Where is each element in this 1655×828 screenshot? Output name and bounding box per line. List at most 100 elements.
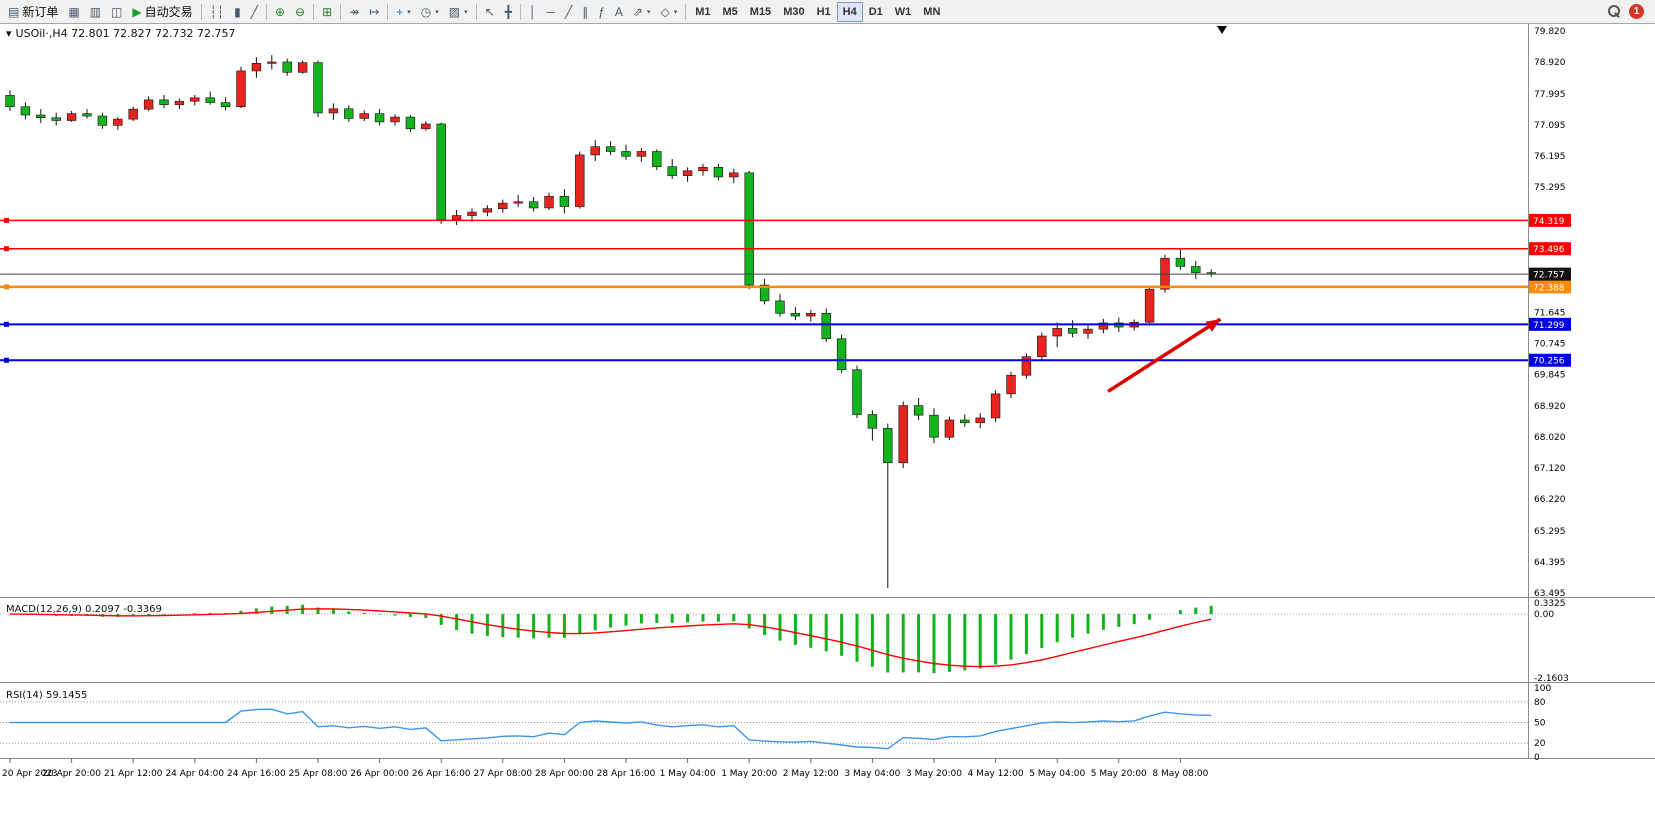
- periods-button[interactable]: ◷ ▾: [416, 2, 444, 22]
- candle: [205, 97, 215, 103]
- timeframe-w1[interactable]: W1: [889, 2, 918, 22]
- tile-windows-button[interactable]: ⊞: [317, 2, 337, 22]
- price-axis-label: 79.820: [1534, 27, 1566, 37]
- candlestick-chart-icon: ▮: [234, 4, 241, 19]
- dropdown-caret-icon: ▾: [673, 8, 678, 16]
- indicators-icon: +: [396, 4, 404, 19]
- macd-panel: [0, 604, 1528, 674]
- candle: [559, 195, 570, 207]
- line-chart-button[interactable]: ╱: [246, 2, 263, 22]
- time-axis-label: 2 May 12:00: [783, 769, 839, 779]
- timeframe-m15[interactable]: M15: [744, 2, 777, 22]
- time-axis-label: 3 May 20:00: [906, 769, 962, 779]
- candle: [652, 151, 662, 167]
- new-order-button[interactable]: ▤ 新订单: [3, 2, 63, 22]
- price-axis-label: 65.295: [1534, 527, 1566, 537]
- candle: [852, 369, 862, 415]
- autotrading-button[interactable]: ▶ 自动交易: [127, 2, 197, 22]
- vertical-line-button[interactable]: │: [524, 2, 542, 22]
- templates-button[interactable]: ▨ ▾: [444, 2, 473, 22]
- timeframe-h4[interactable]: H4: [836, 1, 863, 22]
- fibonacci-icon: ƒ: [598, 4, 605, 19]
- toolbar-separator: [475, 3, 477, 20]
- horizontal-line-button[interactable]: ─: [541, 2, 560, 22]
- chart-shift-icon: ↦: [369, 4, 380, 19]
- timeframe-m1[interactable]: M1: [689, 2, 716, 22]
- candle: [929, 414, 939, 438]
- time-axis-label: 1 May 20:00: [721, 769, 777, 779]
- cursor-icon: ↖: [484, 4, 495, 19]
- periods-icon: ◷: [420, 4, 432, 19]
- navigator-button[interactable]: ◫: [106, 2, 127, 22]
- rsi-axis-label: 50: [1534, 719, 1546, 729]
- time-axis-label: 26 Apr 16:00: [412, 769, 471, 779]
- candle: [698, 167, 708, 172]
- line-handle[interactable]: [4, 357, 9, 363]
- candle: [359, 113, 369, 119]
- market-watch-button[interactable]: ▥: [85, 2, 106, 22]
- search-icon[interactable]: [1608, 5, 1621, 18]
- candle: [344, 108, 354, 119]
- candle: [1021, 356, 1032, 376]
- timeframe-h1[interactable]: H1: [811, 2, 837, 22]
- new-order-icon: ▤: [8, 4, 20, 19]
- candle: [390, 116, 400, 123]
- trend-arrow[interactable]: [1107, 317, 1222, 393]
- arrows-button[interactable]: ⇗ ▾: [628, 2, 656, 22]
- line-handle[interactable]: [4, 321, 9, 327]
- fibonacci-button[interactable]: ƒ: [593, 2, 610, 22]
- candle: [944, 419, 955, 438]
- candle: [97, 115, 108, 126]
- equidistant-channel-button[interactable]: ∥: [577, 2, 593, 22]
- shapes-button[interactable]: ◇ ▾: [655, 2, 682, 22]
- candle: [159, 99, 169, 105]
- price-axis-label: 76.195: [1534, 152, 1566, 162]
- price-tag-label: 72.757: [1533, 271, 1565, 281]
- time-axis-label: 28 Apr 00:00: [535, 769, 594, 779]
- crosshair-button[interactable]: ╋: [500, 2, 517, 22]
- line-handle[interactable]: [4, 246, 9, 252]
- zoom-in-icon: ⊕: [274, 4, 285, 19]
- price-axis-label: 70.745: [1534, 339, 1566, 349]
- price-axis-label: 67.120: [1534, 464, 1566, 474]
- candle: [451, 215, 462, 220]
- dropdown-caret-icon: ▾: [464, 8, 468, 16]
- candle: [1098, 322, 1109, 330]
- charts-button[interactable]: ▦: [63, 2, 84, 22]
- auto-scroll-button[interactable]: ↠: [344, 2, 364, 22]
- zoom-in-button[interactable]: ⊕: [270, 2, 290, 22]
- candle: [883, 427, 893, 463]
- cursor-button[interactable]: ↖: [480, 2, 500, 22]
- line-handle[interactable]: [4, 217, 9, 223]
- candle: [174, 100, 185, 105]
- candle: [467, 211, 477, 216]
- notification-badge[interactable]: 1: [1629, 4, 1644, 19]
- toolbar-separator: [200, 3, 202, 20]
- text-button[interactable]: A: [610, 2, 628, 22]
- bar-chart-button[interactable]: ┆┆: [205, 2, 229, 22]
- toolbar-separator: [313, 3, 315, 20]
- timeframe-d1[interactable]: D1: [863, 2, 889, 22]
- chart-shift-button[interactable]: ↦: [364, 2, 384, 22]
- timeframe-m5[interactable]: M5: [717, 2, 744, 22]
- line-handle[interactable]: [4, 284, 9, 290]
- toolbar-right: 1: [1608, 4, 1652, 19]
- price-axis-label: 66.220: [1534, 495, 1566, 505]
- price-tag-label: 70.256: [1533, 357, 1565, 367]
- main-panel: [0, 55, 1528, 589]
- timeframe-toolbar: M1 M5 M15 M30 H1 H4 D1 W1 MN: [689, 1, 946, 22]
- rsi-panel: [0, 701, 1528, 750]
- new-order-button-label: 新订单: [22, 5, 59, 19]
- macd-axis-label: 0.00: [1534, 610, 1554, 620]
- timeframe-mn[interactable]: MN: [917, 2, 946, 22]
- candle: [898, 405, 908, 463]
- zoom-out-button[interactable]: ⊖: [290, 2, 310, 22]
- trendline-button[interactable]: ╱: [560, 2, 577, 22]
- candlestick-chart-button[interactable]: ▮: [229, 2, 246, 22]
- price-chart[interactable]: 79.820 78.920 77.995 77.095 76.195 75.295 74.3…: [0, 24, 1655, 828]
- dropdown-caret-icon[interactable]: ▾: [6, 27, 12, 40]
- timeframe-m30[interactable]: M30: [777, 2, 810, 22]
- indicators-button[interactable]: + ▾: [391, 2, 416, 22]
- price-tag: [1529, 353, 1571, 367]
- candle: [220, 102, 231, 108]
